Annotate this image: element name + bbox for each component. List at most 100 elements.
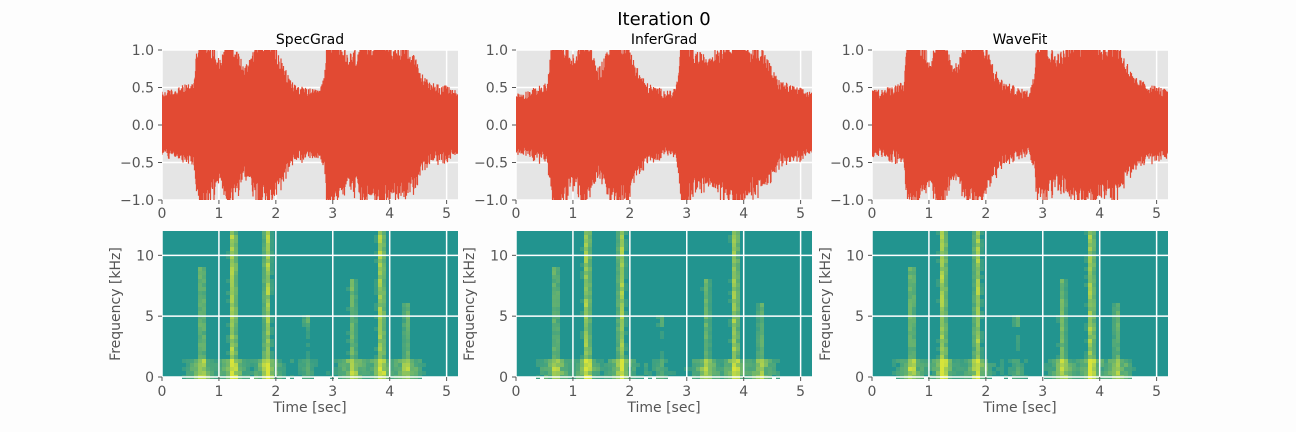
spectrogram-cell (972, 299, 976, 303)
spectrogram-cell (588, 327, 592, 331)
spectrogram-cell (374, 283, 378, 287)
spectrogram-cell (720, 367, 724, 371)
spectrogram-cell (198, 267, 202, 271)
y-tick-label: 0.5 (486, 81, 508, 97)
spectrogram-cell (238, 367, 242, 371)
spectrogram-cell (202, 267, 206, 271)
spectrogram-cell (198, 283, 202, 287)
spectrogram-cell (1112, 351, 1116, 355)
spectrogram-cell (980, 251, 984, 255)
spectrogram-cell (218, 367, 222, 371)
spectrogram-cell (1012, 371, 1016, 375)
spectrogram-cell (544, 371, 548, 375)
spectrogram-cell (708, 291, 712, 295)
spectrogram-cell (972, 243, 976, 247)
spectrogram-cell (202, 283, 206, 287)
spectrogram-cell (262, 339, 266, 343)
spectrogram-cell (980, 315, 984, 319)
spectrogram-cell (552, 331, 556, 335)
spectrogram-cell (700, 371, 704, 375)
spectrogram-cell (198, 319, 202, 323)
spectrogram-cell (712, 359, 716, 363)
spectrogram-cell (556, 343, 560, 347)
spectrogram-cell (1064, 319, 1068, 323)
spectrogram-cell (1064, 291, 1068, 295)
spectrogram-cell (952, 363, 956, 367)
spectrogram-cell (696, 359, 700, 363)
spectrogram-cell (398, 371, 402, 375)
spectrogram-cell (382, 235, 386, 239)
spectrogram-cell (556, 307, 560, 311)
spectrogram-cell (540, 363, 544, 367)
spectrogram-cell (584, 367, 588, 371)
spectrogram-cell (544, 359, 548, 363)
x-tick-label: 2 (271, 384, 280, 400)
spectrogram-cell (732, 335, 736, 339)
spectrogram-cell (258, 367, 262, 371)
spectrogram-cell (732, 331, 736, 335)
spectrogram-cell (194, 363, 198, 367)
spectrogram-cell (302, 363, 306, 367)
spectrogram-cell (378, 359, 382, 363)
spectrogram-cell (660, 363, 664, 367)
spectrogram-cell (1092, 327, 1096, 331)
spectrogram-cell (1092, 239, 1096, 243)
spectrogram-cell (940, 299, 944, 303)
spectrogram-cell (1060, 331, 1064, 335)
spectrogram-cell (382, 307, 386, 311)
spectrogram-cell (660, 355, 664, 359)
spectrogram-cell (378, 279, 382, 283)
spectrogram-cell (572, 359, 576, 363)
spectrogram-cell (976, 319, 980, 323)
spectrogram-cell (704, 327, 708, 331)
spectrogram-cell (632, 367, 636, 371)
spectrogram-cell (736, 255, 740, 259)
spectrogram-cell (378, 339, 382, 343)
spectrogram-cell (402, 371, 406, 375)
spectrogram-cell (976, 251, 980, 255)
spectrogram-cell (736, 355, 740, 359)
spectrogram-cell (1092, 367, 1096, 371)
spectrogram-cell (652, 363, 656, 367)
spectrogram-cell (358, 367, 362, 371)
spectrogram-cell (632, 371, 636, 375)
spectrogram-cell (1116, 367, 1120, 371)
y-tick-label: 0.0 (486, 118, 508, 134)
spectrogram-cell (976, 279, 980, 283)
spectrogram-cell (700, 367, 704, 371)
spectrogram-cell (198, 343, 202, 347)
spectrogram-cell (732, 267, 736, 271)
spectrogram-cell (552, 359, 556, 363)
spectrogram-cell (306, 343, 310, 347)
spectrogram-cell (956, 367, 960, 371)
spectrogram-cell (270, 283, 274, 287)
spectrogram-cell (768, 371, 772, 375)
spectrogram-cell (976, 231, 980, 235)
spectrogram-cell (760, 335, 764, 339)
spectrogram-cell (350, 327, 354, 331)
spectrogram-cell (202, 315, 206, 319)
spectrogram-cell (406, 343, 410, 347)
spectrogram-cell (422, 371, 426, 375)
spectrogram-cell (374, 279, 378, 283)
spectrogram-cell (612, 363, 616, 367)
spectrogram-cell (386, 371, 390, 375)
spectrogram-cell (378, 259, 382, 263)
spectrogram-cell (306, 323, 310, 327)
spectrogram-cell (1112, 319, 1116, 323)
x-axis-label: Time [sec] (982, 400, 1056, 416)
spectrogram-cell (736, 311, 740, 315)
spectrogram-cell (1112, 323, 1116, 327)
spectrogram-cell (234, 331, 238, 335)
spectrogram-cell (1116, 303, 1120, 307)
spectrogram-cell (588, 247, 592, 251)
spectrogram-cell (752, 367, 756, 371)
spectrogram-cell (940, 243, 944, 247)
spectrogram-cell (378, 271, 382, 275)
spectrogram-cell (1116, 323, 1120, 327)
spectrogram-cell (552, 283, 556, 287)
spectrogram-cell (620, 347, 624, 351)
y-tick-label: −0.5 (474, 156, 508, 172)
spectrogram-cell (908, 347, 912, 351)
